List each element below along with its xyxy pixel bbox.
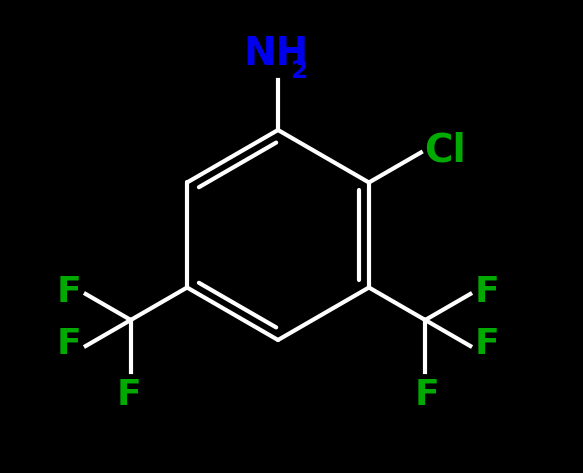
- Text: Cl: Cl: [424, 131, 466, 169]
- Text: F: F: [117, 378, 141, 412]
- Text: F: F: [474, 327, 499, 361]
- Text: F: F: [415, 378, 440, 412]
- Text: 2: 2: [292, 59, 308, 83]
- Text: NH: NH: [243, 35, 308, 73]
- Text: F: F: [57, 275, 82, 309]
- Text: F: F: [57, 327, 82, 361]
- Text: F: F: [474, 275, 499, 309]
